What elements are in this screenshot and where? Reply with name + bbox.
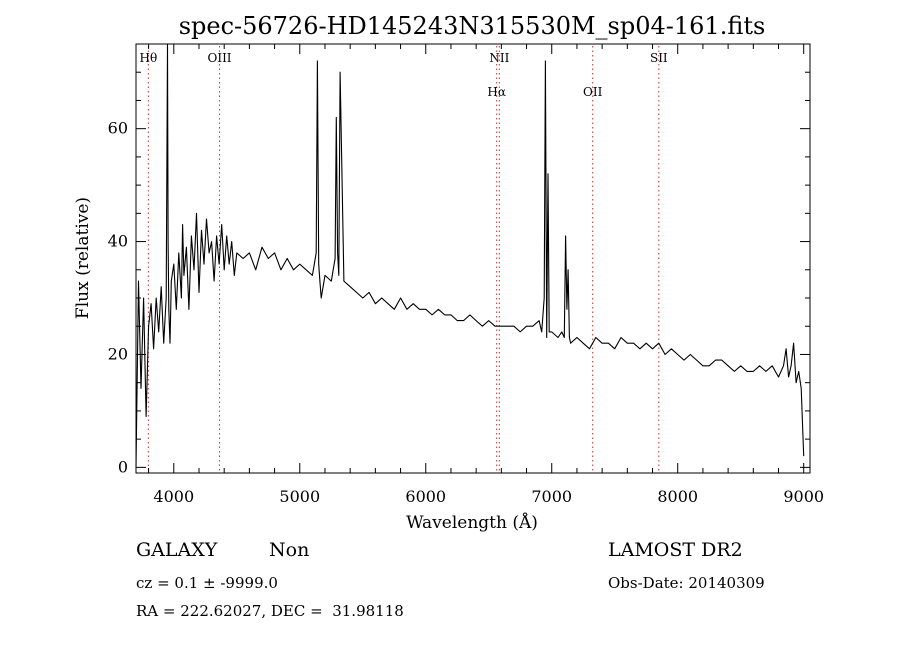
- x-tick-label-3: 7000: [531, 487, 572, 506]
- y-tick-label-0: 0: [118, 457, 128, 476]
- line-marker-label-3: Hα: [487, 85, 506, 99]
- redshift-cz: cz = 0.1 ± -9999.0: [136, 574, 278, 592]
- y-axis-label: Flux (relative): [73, 197, 93, 319]
- emission-line-markers: Hθ OIII NII Hα OII SII: [139, 46, 668, 473]
- y-tick-label-1: 20: [108, 344, 128, 363]
- x-tick-label-1: 5000: [279, 487, 320, 506]
- x-tick-label-2: 6000: [405, 487, 446, 506]
- x-tick-label-5: 9000: [783, 487, 824, 506]
- y-tick-label-3: 60: [108, 119, 128, 138]
- plot-frame: [135, 43, 811, 474]
- plot-axes: 4000 5000 6000 7000 8000 9000 0 20 40 60: [108, 43, 824, 506]
- x-tick-label-4: 8000: [657, 487, 698, 506]
- ra-dec-coordinates: RA = 222.62027, DEC = 31.98118: [136, 602, 404, 620]
- line-marker-label-4: OII: [583, 85, 603, 99]
- spectrum-plot-area: [135, 43, 805, 468]
- object-class: GALAXY: [136, 539, 218, 561]
- object-subclass: Non: [269, 539, 310, 561]
- survey-label: LAMOST DR2: [608, 539, 743, 561]
- line-marker-label-2: NII: [489, 51, 509, 65]
- spectrum-line-0: [135, 43, 805, 468]
- line-marker-label-1: OIII: [207, 51, 231, 65]
- x-axis-label: Wavelength (Å): [406, 512, 538, 533]
- x-tick-label-0: 4000: [153, 487, 194, 506]
- line-marker-label-5: SII: [650, 51, 668, 65]
- observation-date: Obs-Date: 20140309: [608, 574, 765, 592]
- y-tick-label-2: 40: [108, 232, 128, 251]
- line-marker-label-0: Hθ: [139, 51, 157, 65]
- chart-title: spec-56726-HD145243N315530M_sp04-161.fit…: [179, 12, 766, 40]
